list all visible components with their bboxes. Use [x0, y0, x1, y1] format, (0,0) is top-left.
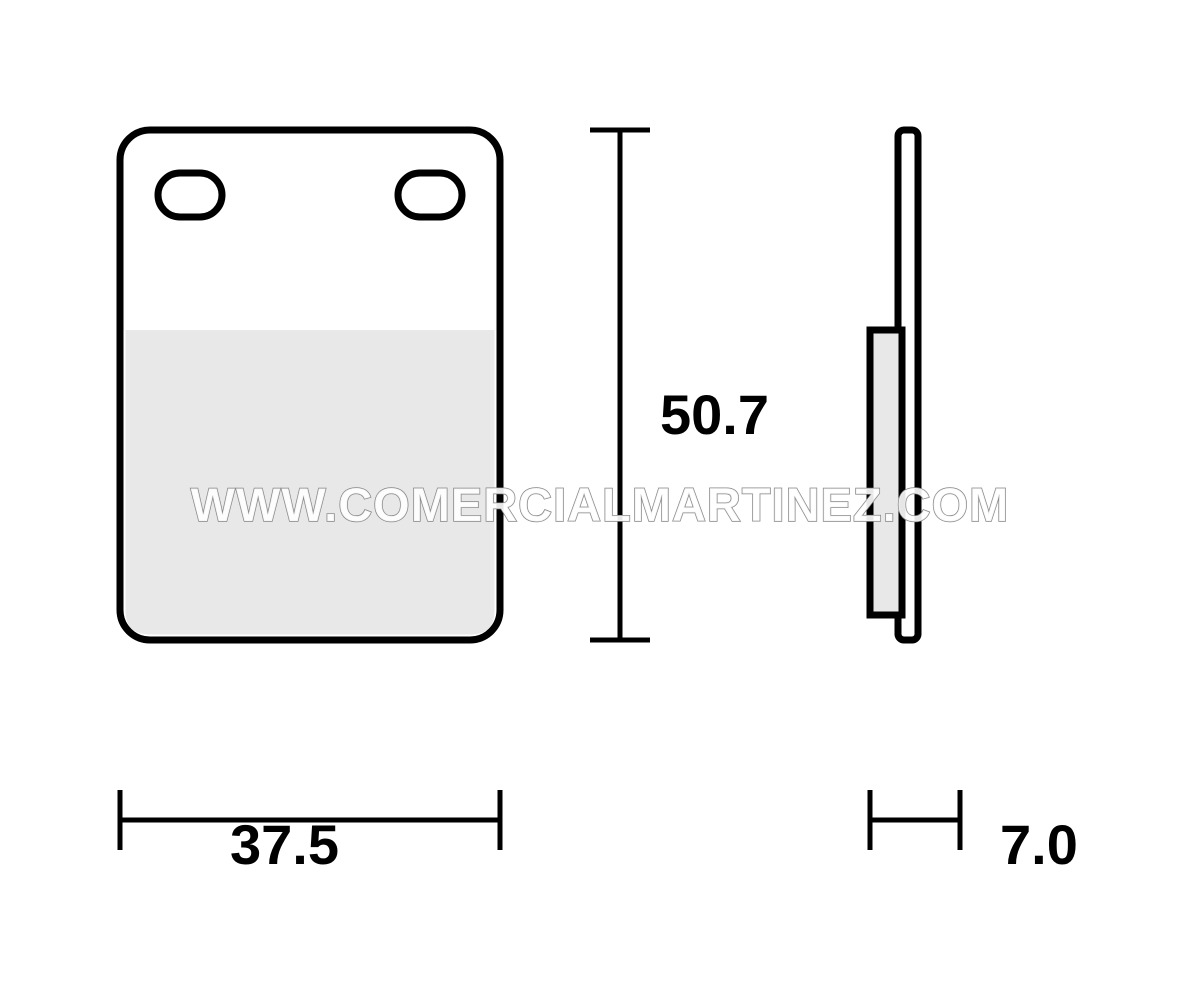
technical-drawing: 50.7 37.5 7.0 WWW.COMERCIALMARTINEZ.COM — [0, 0, 1200, 981]
dim-thickness-label: 7.0 — [1000, 812, 1078, 877]
dim-width-label: 37.5 — [230, 812, 339, 877]
dim-height-label: 50.7 — [660, 382, 769, 447]
